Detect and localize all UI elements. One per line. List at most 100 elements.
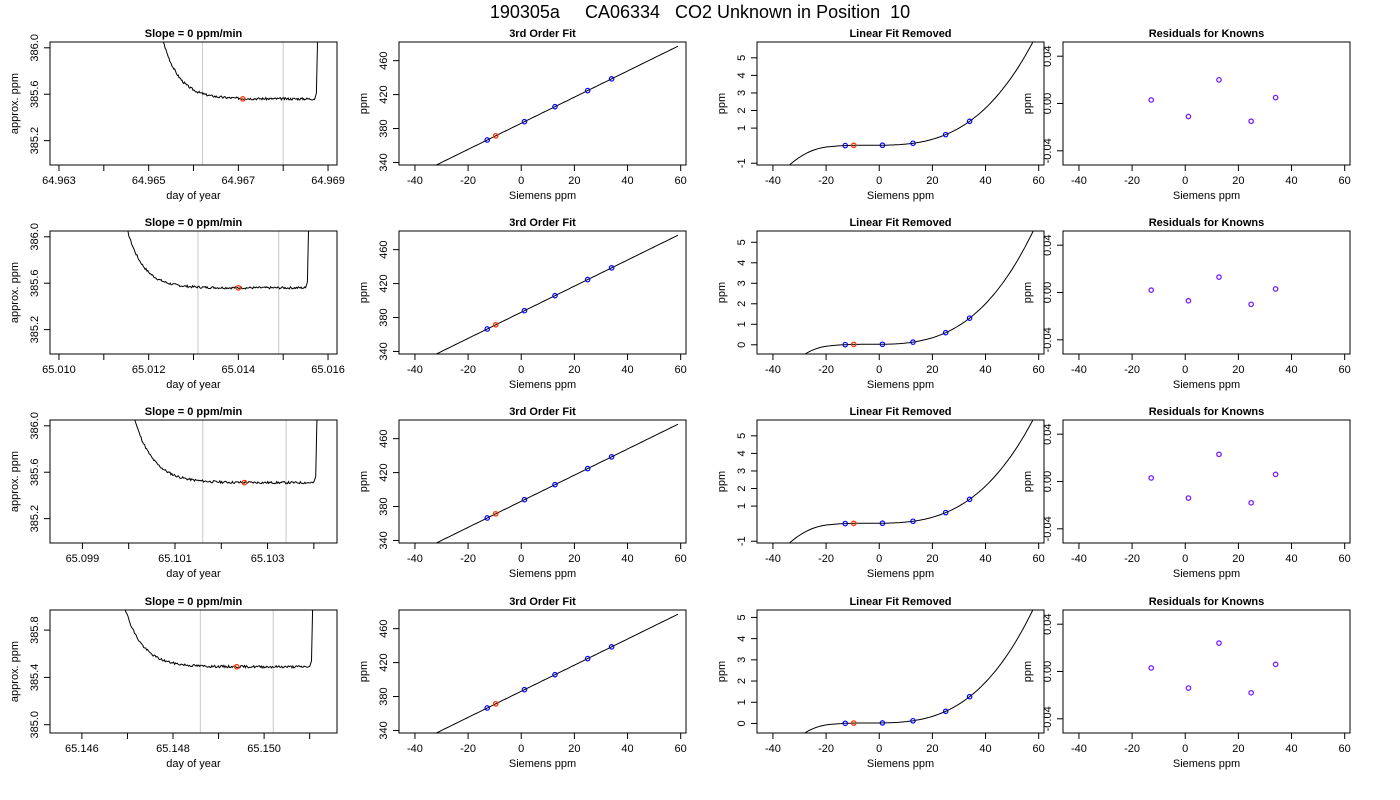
plot-frame [49, 41, 338, 166]
x-axis-label: Siemens ppm [867, 190, 934, 202]
panel-title: Residuals for Knowns [1149, 217, 1265, 229]
panel-title: Slope = 0 ppm/min [145, 406, 243, 418]
x-tick-label: 60 [675, 553, 687, 565]
x-tick-label: 20 [926, 175, 938, 187]
known-point [608, 265, 615, 271]
x-tick-label: 60 [675, 743, 687, 755]
y-tick-label: 380 [378, 497, 390, 515]
x-tick-label: 20 [926, 743, 938, 755]
panel-title: Linear Fit Removed [849, 28, 951, 40]
panel-title: 3rd Order Fit [509, 406, 576, 418]
unknown-point [492, 510, 499, 517]
known-point [608, 76, 615, 82]
x-tick-label: 65.016 [311, 364, 345, 376]
known-point [942, 708, 949, 715]
x-axis-label: day of year [166, 379, 221, 391]
y-tick-label: 5 [736, 433, 748, 439]
x-tick-label: 20 [568, 743, 580, 755]
y-tick-label: 0.00 [1042, 661, 1054, 682]
x-tick-label: -40 [1071, 175, 1087, 187]
y-tick-label: 386.0 [29, 223, 41, 251]
panel-title: Linear Fit Removed [849, 406, 951, 418]
y-tick-label: 386.0 [29, 34, 41, 62]
known-point [552, 103, 558, 110]
x-tick-label: -20 [818, 364, 834, 376]
known-point [608, 454, 615, 460]
x-tick-label: 65.146 [65, 743, 99, 755]
plot-area [788, 42, 1034, 165]
plot-frame [49, 230, 338, 355]
x-tick-label: 20 [1232, 743, 1244, 755]
y-tick-label: 420 [378, 274, 390, 292]
x-tick-label: 0 [876, 175, 882, 187]
y-tick-label: 3 [736, 468, 748, 474]
plot-frame [1062, 609, 1351, 734]
x-tick-label: 0 [876, 743, 882, 755]
y-tick-label: 460 [378, 429, 390, 447]
unknown-marker [235, 285, 242, 291]
plot-area [1148, 274, 1279, 308]
plot-frame [49, 609, 338, 734]
y-tick-label: 0.04 [1042, 234, 1054, 255]
x-axis-label: Siemens ppm [509, 568, 576, 580]
y-tick-label: 385.8 [29, 616, 41, 644]
co2-trace [162, 42, 319, 102]
panel-4-1: Slope = 0 ppm/min day of year approx. ppm 6… [9, 596, 338, 770]
plot-area [124, 610, 314, 733]
fit-curve [804, 231, 1034, 354]
panel-title: Linear Fit Removed [849, 596, 951, 608]
y-axis-label: ppm [716, 282, 728, 303]
y-tick-label: 385.6 [29, 458, 41, 486]
y-tick-label: 0.00 [1042, 471, 1054, 492]
x-tick-label: 60 [1339, 364, 1351, 376]
plot-frame [1062, 230, 1351, 355]
y-tick-label: -0.04 [1042, 706, 1054, 731]
y-tick-label: 3 [736, 657, 748, 663]
panel-1-4: Residuals for Knowns Siemens ppm ppm -40 -20… [1022, 28, 1351, 202]
y-tick-label: 1 [736, 699, 748, 705]
y-tick-label: 380 [378, 119, 390, 137]
y-tick-label: 420 [378, 85, 390, 103]
y-tick-label: 340 [378, 342, 390, 360]
x-tick-label: -40 [1071, 364, 1087, 376]
known-point [842, 720, 849, 727]
residual-point [1185, 685, 1192, 691]
x-tick-label: 20 [926, 364, 938, 376]
plot-area [435, 613, 679, 733]
x-axis-label: Siemens ppm [509, 379, 576, 391]
x-tick-label: -20 [460, 553, 476, 565]
fit-curve [435, 423, 679, 543]
x-tick-label: 0 [876, 553, 882, 565]
unknown-marker [239, 96, 246, 102]
x-tick-label: 40 [979, 553, 991, 565]
residual-point [1272, 661, 1279, 668]
x-tick-label: -20 [460, 743, 476, 755]
y-tick-label: 0.00 [1042, 93, 1054, 114]
known-point [521, 307, 528, 314]
residual-point [1272, 286, 1279, 292]
panel-1-3: Linear Fit Removed Siemens ppm ppm -40 -20 0 2… [716, 28, 1045, 202]
x-tick-label: 60 [1339, 175, 1351, 187]
x-tick-label: -40 [407, 364, 423, 376]
x-tick-label: 60 [675, 364, 687, 376]
plot-area [1148, 451, 1279, 506]
residual-point [1148, 665, 1155, 671]
panel-title: Slope = 0 ppm/min [145, 217, 243, 229]
unknown-point [492, 700, 499, 707]
fit-curve [435, 45, 679, 165]
plot-frame [398, 419, 687, 544]
y-axis-label: ppm [1022, 282, 1034, 303]
unknown-point [850, 720, 857, 726]
unknown-point [850, 142, 857, 149]
fit-curve [435, 234, 679, 354]
residual-point [1185, 113, 1192, 120]
panel-3-1: Slope = 0 ppm/min day of year approx. ppm 6… [9, 406, 338, 580]
fit-curve [803, 610, 1034, 733]
y-axis-label: ppm [358, 471, 370, 492]
plot-frame [398, 230, 687, 355]
plot-frame [398, 609, 687, 734]
panel-title: 3rd Order Fit [509, 596, 576, 608]
y-tick-label: 385.4 [29, 664, 41, 692]
x-tick-label: 20 [568, 364, 580, 376]
y-tick-label: -1 [736, 536, 748, 546]
